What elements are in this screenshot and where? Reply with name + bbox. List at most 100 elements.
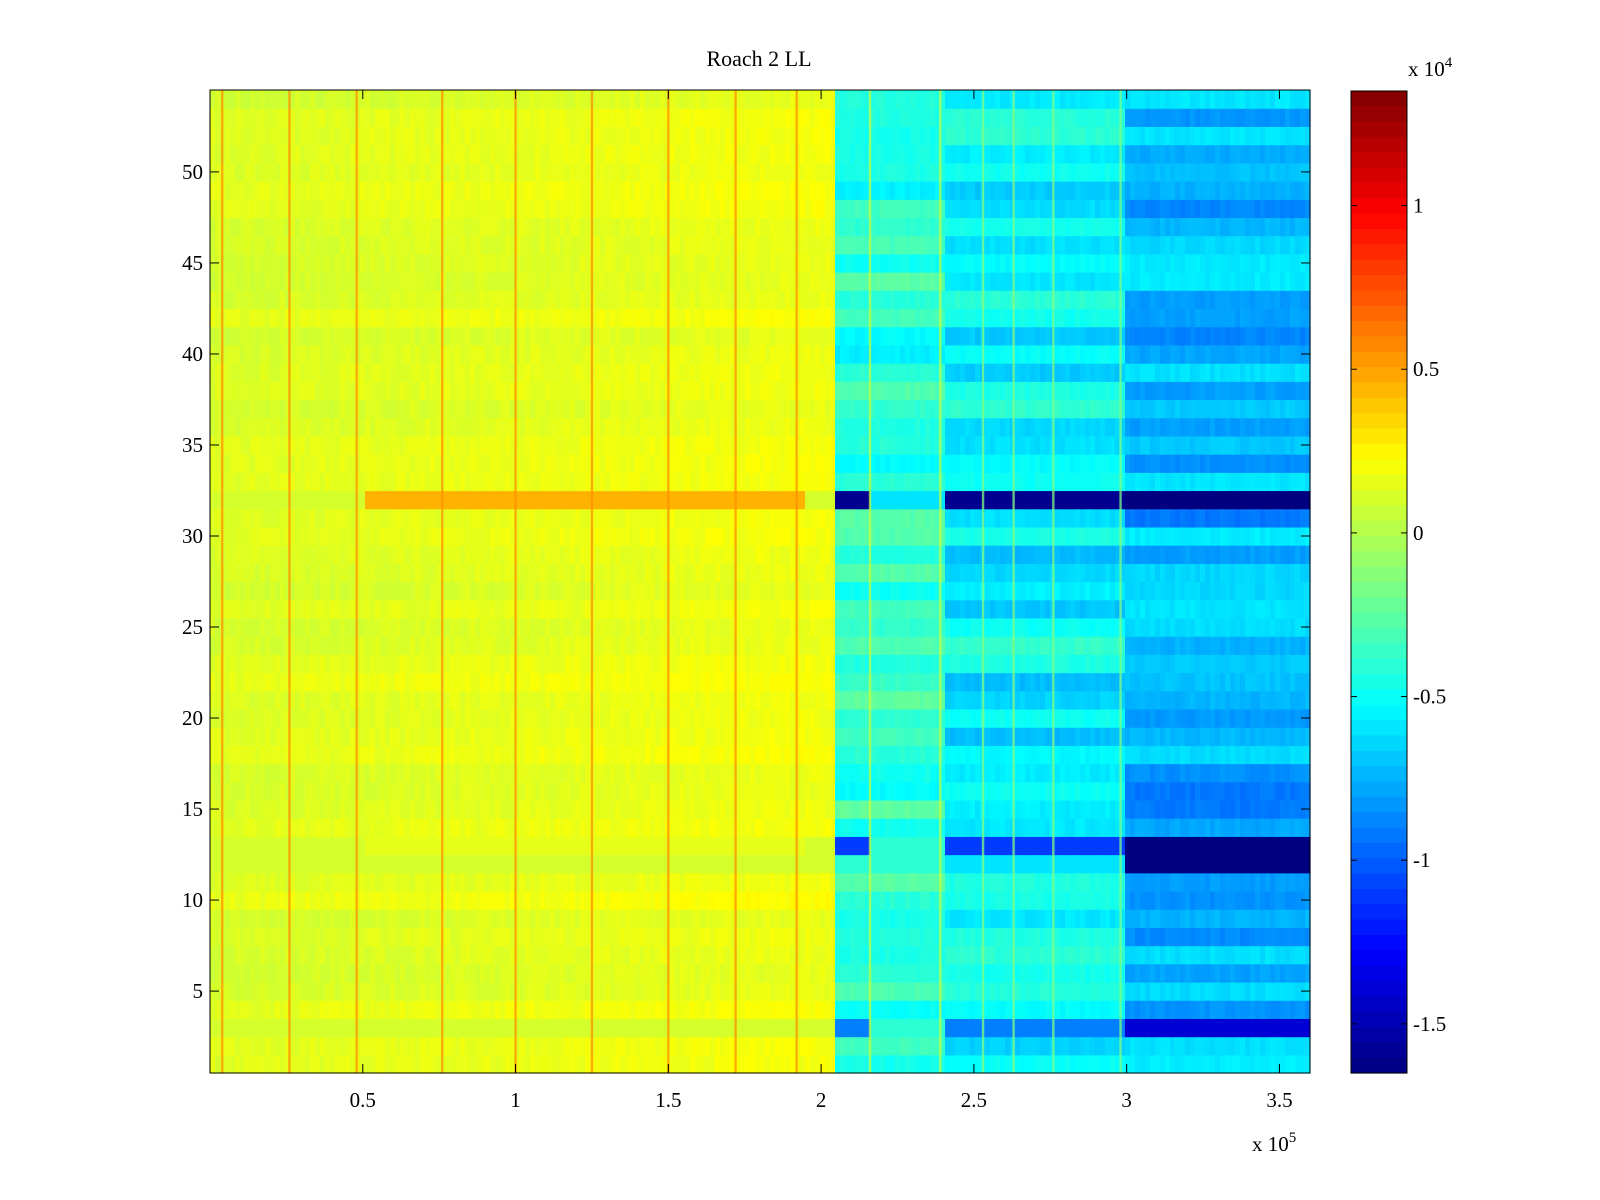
- heatmap-cell: [850, 654, 856, 674]
- heatmap-cell: [905, 1018, 911, 1038]
- heatmap-cell: [1105, 854, 1111, 874]
- heatmap-cell: [230, 1000, 236, 1019]
- heatmap-cell: [715, 763, 721, 783]
- heatmap-cell: [580, 799, 586, 819]
- heatmap-cell: [1005, 981, 1011, 1001]
- heatmap-cell: [700, 781, 706, 801]
- heatmap-cell: [880, 927, 886, 947]
- heatmap-cell: [250, 690, 256, 710]
- heatmap-cell: [270, 818, 276, 837]
- heatmap-cell: [695, 909, 701, 928]
- heatmap-cell: [935, 981, 941, 1001]
- heatmap-cell: [930, 1018, 936, 1038]
- heatmap-cell: [560, 1018, 566, 1038]
- heatmap-cell: [840, 727, 846, 746]
- heatmap-cell: [1295, 708, 1301, 728]
- heatmap-cell: [275, 708, 281, 728]
- heatmap-cell: [1300, 854, 1306, 874]
- heatmap-cell: [825, 890, 831, 910]
- heatmap-cell: [930, 1036, 936, 1056]
- heatmap-cell: [1045, 799, 1051, 819]
- heatmap-cell: [535, 890, 541, 910]
- heatmap-cell: [545, 763, 551, 783]
- heatmap-cell: [755, 763, 761, 783]
- heatmap-cell: [875, 945, 881, 965]
- heatmap-cell: [750, 1036, 756, 1056]
- heatmap-cell: [660, 927, 666, 947]
- heatmap-cell: [650, 727, 656, 746]
- heatmap-cell: [655, 654, 661, 674]
- heatmap-cell: [385, 963, 391, 983]
- heatmap-cell: [710, 890, 716, 910]
- heatmap-cell: [780, 909, 786, 928]
- heatmap-cell: [700, 1054, 706, 1074]
- heatmap-cell: [1160, 836, 1166, 856]
- heatmap-cell: [1180, 763, 1186, 783]
- heatmap-cell: [575, 727, 581, 746]
- heatmap-cell: [1060, 927, 1066, 947]
- heatmap-cell: [975, 854, 981, 874]
- heatmap-cell: [695, 799, 701, 819]
- heatmap-cell: [240, 1000, 246, 1019]
- heatmap-cell: [930, 1000, 936, 1019]
- heatmap-cell: [290, 781, 296, 801]
- heatmap-cell: [385, 890, 391, 910]
- heatmap-cell: [385, 781, 391, 801]
- heatmap-cell: [450, 654, 456, 674]
- heatmap-cell: [970, 654, 976, 674]
- heatmap-cell: [1025, 818, 1031, 837]
- heatmap-cell: [1070, 836, 1076, 856]
- heatmap-cell: [940, 890, 946, 910]
- heatmap-cell: [335, 799, 341, 819]
- heatmap-cell: [675, 872, 681, 892]
- heatmap-cell: [990, 909, 996, 928]
- heatmap-cell: [500, 763, 506, 783]
- heatmap-cell: [540, 654, 546, 674]
- heatmap-cell: [395, 945, 401, 965]
- heatmap-cell: [990, 927, 996, 947]
- heatmap-cell: [1210, 1000, 1216, 1019]
- heatmap-cell: [1290, 963, 1296, 983]
- heatmap-cell: [830, 1054, 836, 1074]
- heatmap-cell: [1030, 854, 1036, 874]
- heatmap-cell: [740, 963, 746, 983]
- heatmap-cell: [670, 909, 676, 928]
- heatmap-cell: [260, 1000, 266, 1019]
- heatmap-cell: [1060, 799, 1066, 819]
- heatmap-cell: [770, 672, 776, 692]
- heatmap-cell: [1080, 781, 1086, 801]
- heatmap-cell: [335, 927, 341, 947]
- heatmap-cell: [1235, 672, 1241, 692]
- heatmap-cell: [845, 963, 851, 983]
- heatmap-cell: [410, 945, 416, 965]
- heatmap-cell: [425, 1054, 431, 1074]
- heatmap-cell: [860, 890, 866, 910]
- heatmap-cell: [790, 781, 796, 801]
- heatmap-cell: [565, 781, 571, 801]
- heatmap-cell: [315, 672, 321, 692]
- heatmap-cell: [725, 872, 731, 892]
- heatmap-cell: [1295, 799, 1301, 819]
- heatmap-cell: [765, 799, 771, 819]
- heatmap-cell: [495, 909, 501, 928]
- heatmap-cell: [685, 1018, 691, 1038]
- heatmap-cell: [765, 1000, 771, 1019]
- heatmap-cell: [770, 909, 776, 928]
- heatmap-cell: [455, 890, 461, 910]
- heatmap-cell: [945, 818, 951, 837]
- heatmap-cell: [380, 836, 386, 856]
- heatmap-cell: [855, 654, 861, 674]
- heatmap-cell: [570, 963, 576, 983]
- heatmap-cell: [645, 1054, 651, 1074]
- heatmap-cell: [240, 727, 246, 746]
- heatmap-cell: [740, 927, 746, 947]
- heatmap-cell: [485, 708, 491, 728]
- heatmap-cell: [880, 836, 886, 856]
- heatmap-cell: [970, 672, 976, 692]
- heatmap-cell: [655, 981, 661, 1001]
- heatmap-cell: [535, 1036, 541, 1056]
- heatmap-cell: [720, 799, 726, 819]
- heatmap-cell: [425, 945, 431, 965]
- heatmap-cell: [845, 981, 851, 1001]
- heatmap-cell: [1275, 799, 1281, 819]
